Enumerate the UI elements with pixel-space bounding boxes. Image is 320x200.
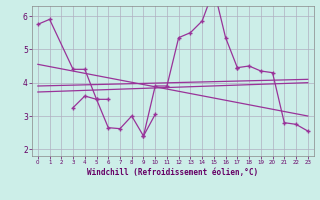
X-axis label: Windchill (Refroidissement éolien,°C): Windchill (Refroidissement éolien,°C)	[87, 168, 258, 177]
